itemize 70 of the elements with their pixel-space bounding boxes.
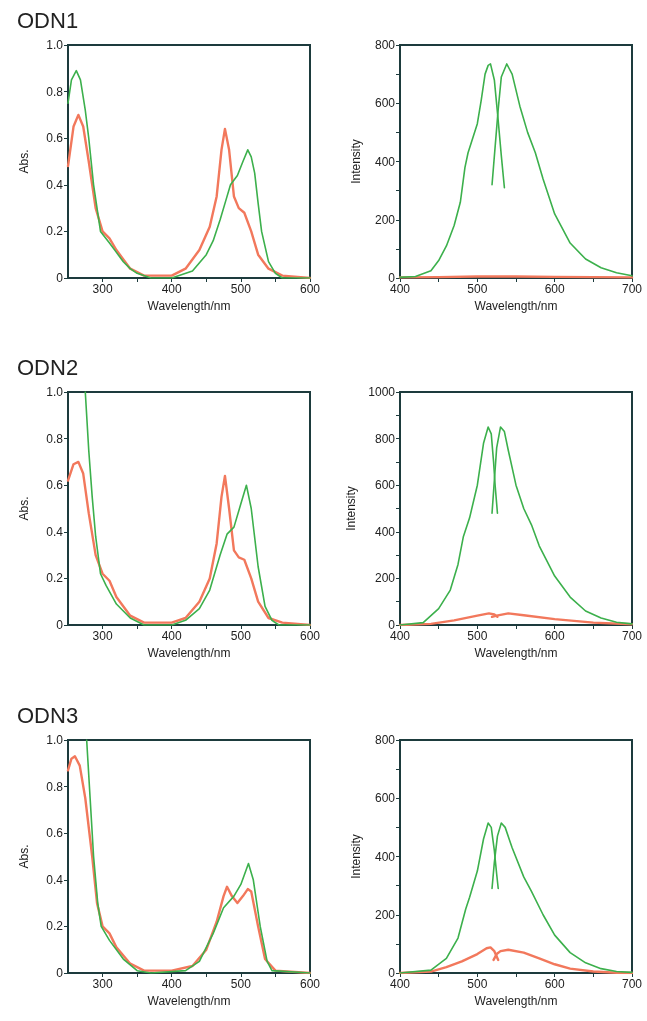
x-tick-label: 300 — [92, 977, 113, 991]
x-tick-label: 500 — [230, 977, 252, 991]
y-tick-label: 800 — [374, 38, 396, 52]
x-tick-label: 400 — [161, 977, 183, 991]
y-tick-label: 600 — [374, 96, 396, 111]
x-axis-title: Wavelength/nm — [474, 299, 558, 313]
y-axis-title: Intensity — [344, 486, 359, 531]
x-tick-label: 400 — [161, 282, 183, 296]
y-tick-label: 600 — [374, 791, 396, 806]
y-tick-label: 1.0 — [46, 38, 64, 52]
chart-title: ODN1 — [17, 7, 79, 33]
y-tick-label: 800 — [374, 733, 396, 747]
y-axis-title: Abs. — [17, 149, 31, 174]
x-tick-label: 500 — [467, 282, 488, 296]
y-axis-title: Abs. — [17, 844, 31, 869]
y-tick-label: 0.2 — [46, 571, 64, 586]
y-tick-label: 0.8 — [46, 431, 64, 446]
y-tick-label: 0.4 — [46, 524, 64, 539]
y-tick-label: 200 — [374, 212, 396, 227]
y-tick-label: 1.0 — [46, 385, 64, 399]
y-tick-label: 0.2 — [46, 224, 64, 239]
x-tick-label: 500 — [230, 282, 252, 296]
x-tick-label: 600 — [299, 977, 321, 991]
x-tick-label: 700 — [621, 977, 643, 991]
x-tick-label: 700 — [621, 629, 643, 643]
y-tick-label: 0.8 — [46, 779, 64, 794]
y-tick-label: 0.4 — [46, 872, 64, 887]
x-tick-label: 600 — [544, 282, 565, 296]
x-tick-label: 600 — [299, 282, 321, 296]
x-tick-label: 300 — [92, 282, 113, 296]
x-tick-label: 600 — [299, 629, 321, 643]
y-tick-label: 0.6 — [46, 131, 64, 146]
x-tick-label: 500 — [467, 977, 488, 991]
y-tick-label: 0 — [388, 618, 396, 632]
y-tick-label: 400 — [374, 154, 396, 169]
x-tick-label: 400 — [161, 629, 183, 643]
x-axis-title: Wavelength/nm — [474, 994, 558, 1008]
x-axis-title: Wavelength/nm — [147, 994, 231, 1008]
chart-title: ODN2 — [17, 354, 79, 380]
y-tick-label: 400 — [374, 849, 396, 864]
y-tick-label: 1.0 — [46, 733, 64, 747]
x-axis-title: Wavelength/nm — [474, 646, 558, 660]
y-tick-label: 0 — [388, 966, 396, 980]
y-tick-label: 200 — [374, 907, 396, 922]
x-tick-label: 600 — [544, 977, 565, 991]
y-tick-label: 0.4 — [46, 177, 64, 192]
x-tick-label: 500 — [467, 629, 488, 643]
x-tick-label: 500 — [230, 629, 252, 643]
y-tick-label: 200 — [374, 571, 396, 586]
y-tick-label: 0 — [388, 271, 396, 285]
y-tick-label: 0.2 — [46, 919, 64, 934]
y-tick-label: 0.6 — [46, 478, 64, 493]
y-axis-title: Intensity — [349, 139, 363, 184]
y-tick-label: 0.6 — [46, 826, 64, 841]
x-tick-label: 700 — [621, 282, 643, 296]
y-tick-label: 0 — [56, 966, 64, 980]
y-tick-label: 0 — [56, 618, 64, 632]
y-tick-label: 1000 — [368, 385, 396, 399]
x-tick-label: 300 — [92, 629, 113, 643]
y-tick-label: 600 — [374, 478, 396, 493]
y-tick-label: 0 — [56, 271, 64, 285]
y-tick-label: 400 — [374, 524, 396, 539]
x-axis-title: Wavelength/nm — [147, 299, 231, 313]
y-tick-label: 800 — [374, 431, 396, 446]
x-tick-label: 600 — [544, 629, 565, 643]
y-axis-title: Abs. — [17, 496, 31, 521]
x-axis-title: Wavelength/nm — [147, 646, 231, 660]
chart-title: ODN3 — [17, 702, 79, 728]
y-axis-title: Intensity — [349, 834, 363, 879]
y-tick-label: 0.8 — [46, 84, 64, 99]
